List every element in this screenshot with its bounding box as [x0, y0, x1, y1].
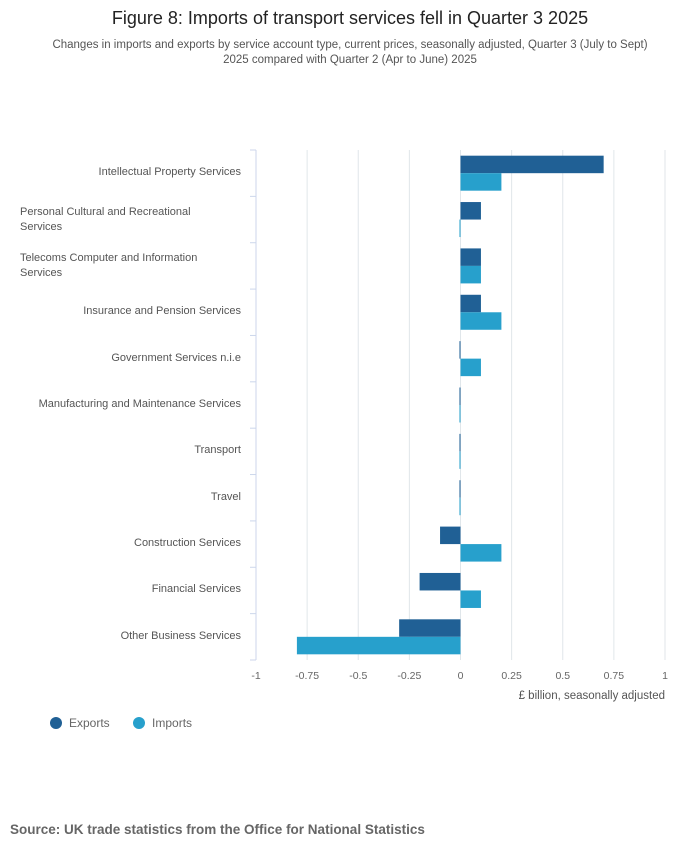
x-tick-label: 0 — [457, 670, 464, 682]
category-label: Manufacturing and Maintenance Services — [38, 398, 241, 410]
bar-exports-2 — [460, 248, 481, 266]
x-tick-label: -0.25 — [397, 670, 422, 682]
x-tick-label: -0.75 — [295, 670, 320, 682]
legend-item-exports[interactable]: Exports — [50, 716, 110, 730]
bar-exports-4 — [459, 341, 461, 359]
bar-imports-7 — [459, 497, 461, 516]
category-label: Personal Cultural and Recreational Servi… — [20, 205, 191, 233]
x-tick-label: 1 — [662, 670, 668, 682]
bar-imports-4 — [460, 358, 481, 377]
legend-label-exports: Exports — [69, 716, 110, 730]
x-tick-label: 0.25 — [501, 670, 522, 682]
legend-item-imports[interactable]: Imports — [133, 716, 192, 730]
bar-imports-5 — [459, 405, 461, 423]
category-label: Insurance and Pension Services — [83, 305, 241, 318]
category-label: Construction Services — [134, 537, 241, 550]
bar-imports-3 — [460, 312, 502, 330]
bar-chart — [250, 149, 666, 661]
bar-exports-1 — [460, 202, 481, 220]
bar-exports-8 — [440, 526, 461, 545]
chart-subtitle: Changes in imports and exports by servic… — [52, 39, 648, 66]
imports-marker-icon — [133, 717, 146, 729]
legend: Exports Imports — [50, 716, 212, 732]
bar-imports-0 — [460, 173, 502, 191]
category-label: Telecoms Computer and Information Servic… — [20, 251, 198, 279]
bar-exports-5 — [459, 387, 461, 405]
x-axis-label: £ billion, seasonally adjusted — [518, 690, 665, 702]
bar-exports-6 — [459, 433, 461, 452]
legend-label-imports: Imports — [152, 716, 193, 730]
bar-exports-9 — [419, 572, 461, 591]
bar-exports-0 — [460, 155, 604, 174]
category-label: Financial Services — [151, 583, 241, 596]
bar-imports-2 — [460, 265, 481, 284]
source-note: Source: UK trade statistics from the Off… — [10, 822, 425, 837]
category-label: Intellectual Property Services — [98, 166, 241, 179]
bar-imports-10 — [296, 636, 461, 655]
x-tick-label: -0.5 — [349, 670, 368, 682]
bar-exports-10 — [399, 619, 461, 637]
chart-title: Figure 8: Imports of transport services … — [111, 8, 589, 28]
x-tick-label: -1 — [251, 670, 261, 682]
category-label: Transport — [194, 444, 241, 457]
category-label: Other Business Services — [120, 629, 241, 642]
bar-imports-8 — [460, 544, 502, 562]
bar-imports-1 — [459, 219, 461, 238]
category-label: Government Services n.i.e — [111, 351, 241, 364]
x-tick-label: 0.5 — [555, 670, 571, 682]
exports-marker-icon — [50, 717, 62, 729]
bar-exports-3 — [460, 294, 481, 313]
category-label: Travel — [210, 490, 241, 503]
bar-imports-9 — [460, 590, 481, 608]
x-tick-label: 0.75 — [603, 670, 625, 682]
bar-imports-6 — [459, 451, 461, 469]
bar-exports-7 — [459, 480, 461, 498]
